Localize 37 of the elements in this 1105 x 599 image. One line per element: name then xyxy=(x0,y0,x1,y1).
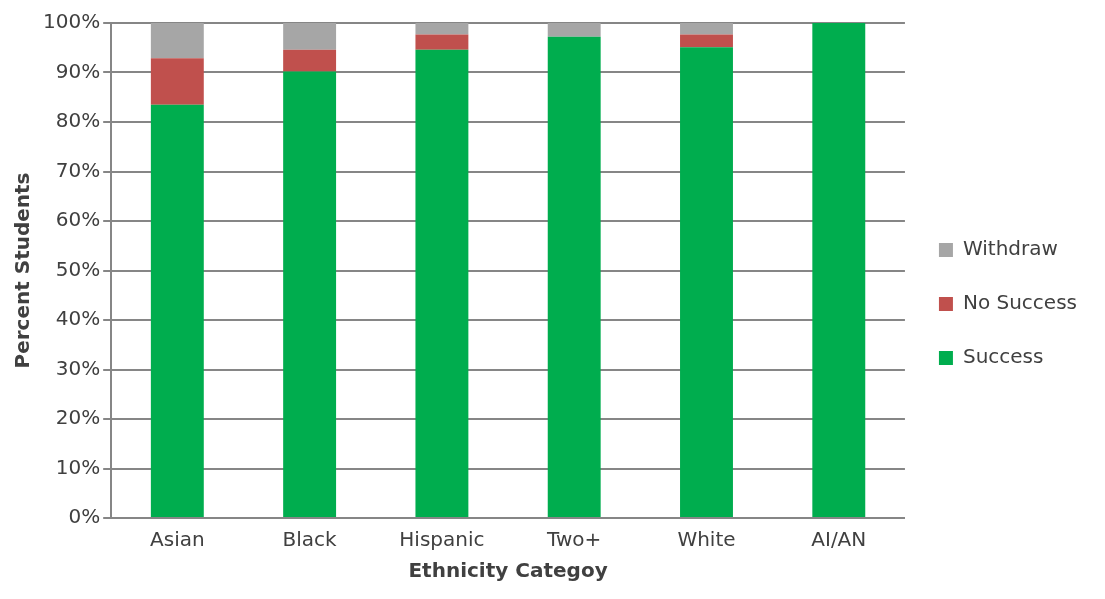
x-tick-label: AI/AN xyxy=(811,527,867,552)
x-tick-label: Hispanic xyxy=(399,527,485,552)
x-tick-label: Two+ xyxy=(546,527,602,552)
y-tick-label: 100% xyxy=(42,9,101,34)
y-axis-title: Percent Students xyxy=(10,172,35,369)
legend-label: Success xyxy=(962,344,1044,369)
y-tick-label: 70% xyxy=(55,157,101,182)
bar xyxy=(680,47,733,517)
y-tick-label: 80% xyxy=(55,108,101,133)
bar xyxy=(680,23,733,35)
bar xyxy=(415,23,469,35)
bar xyxy=(415,34,469,50)
bar xyxy=(812,23,866,517)
x-axis-title: Ethnicity Categoy xyxy=(408,558,608,583)
y-tick-label: 0% xyxy=(68,504,101,529)
bar xyxy=(415,49,469,517)
bar xyxy=(680,34,733,48)
bar xyxy=(150,58,204,105)
y-tick-label: 20% xyxy=(55,405,101,430)
y-tick-label: 60% xyxy=(55,207,101,232)
bar xyxy=(283,49,337,72)
y-tick-label: 10% xyxy=(55,454,101,479)
y-tick-label: 90% xyxy=(55,58,101,83)
legend-label: No Success xyxy=(962,290,1077,315)
bar xyxy=(547,36,601,517)
bar xyxy=(150,23,204,59)
legend-label: Withdraw xyxy=(962,236,1058,261)
x-tick-label: Asian xyxy=(150,527,205,552)
bar xyxy=(150,104,204,517)
x-tick-label: White xyxy=(677,527,736,552)
y-tick-label: 40% xyxy=(55,306,101,331)
bar xyxy=(283,23,337,50)
x-tick-label: Black xyxy=(282,527,338,552)
y-tick-label: 50% xyxy=(55,256,101,281)
bar xyxy=(283,71,337,517)
bar xyxy=(547,23,601,37)
y-tick-label: 30% xyxy=(55,355,101,380)
